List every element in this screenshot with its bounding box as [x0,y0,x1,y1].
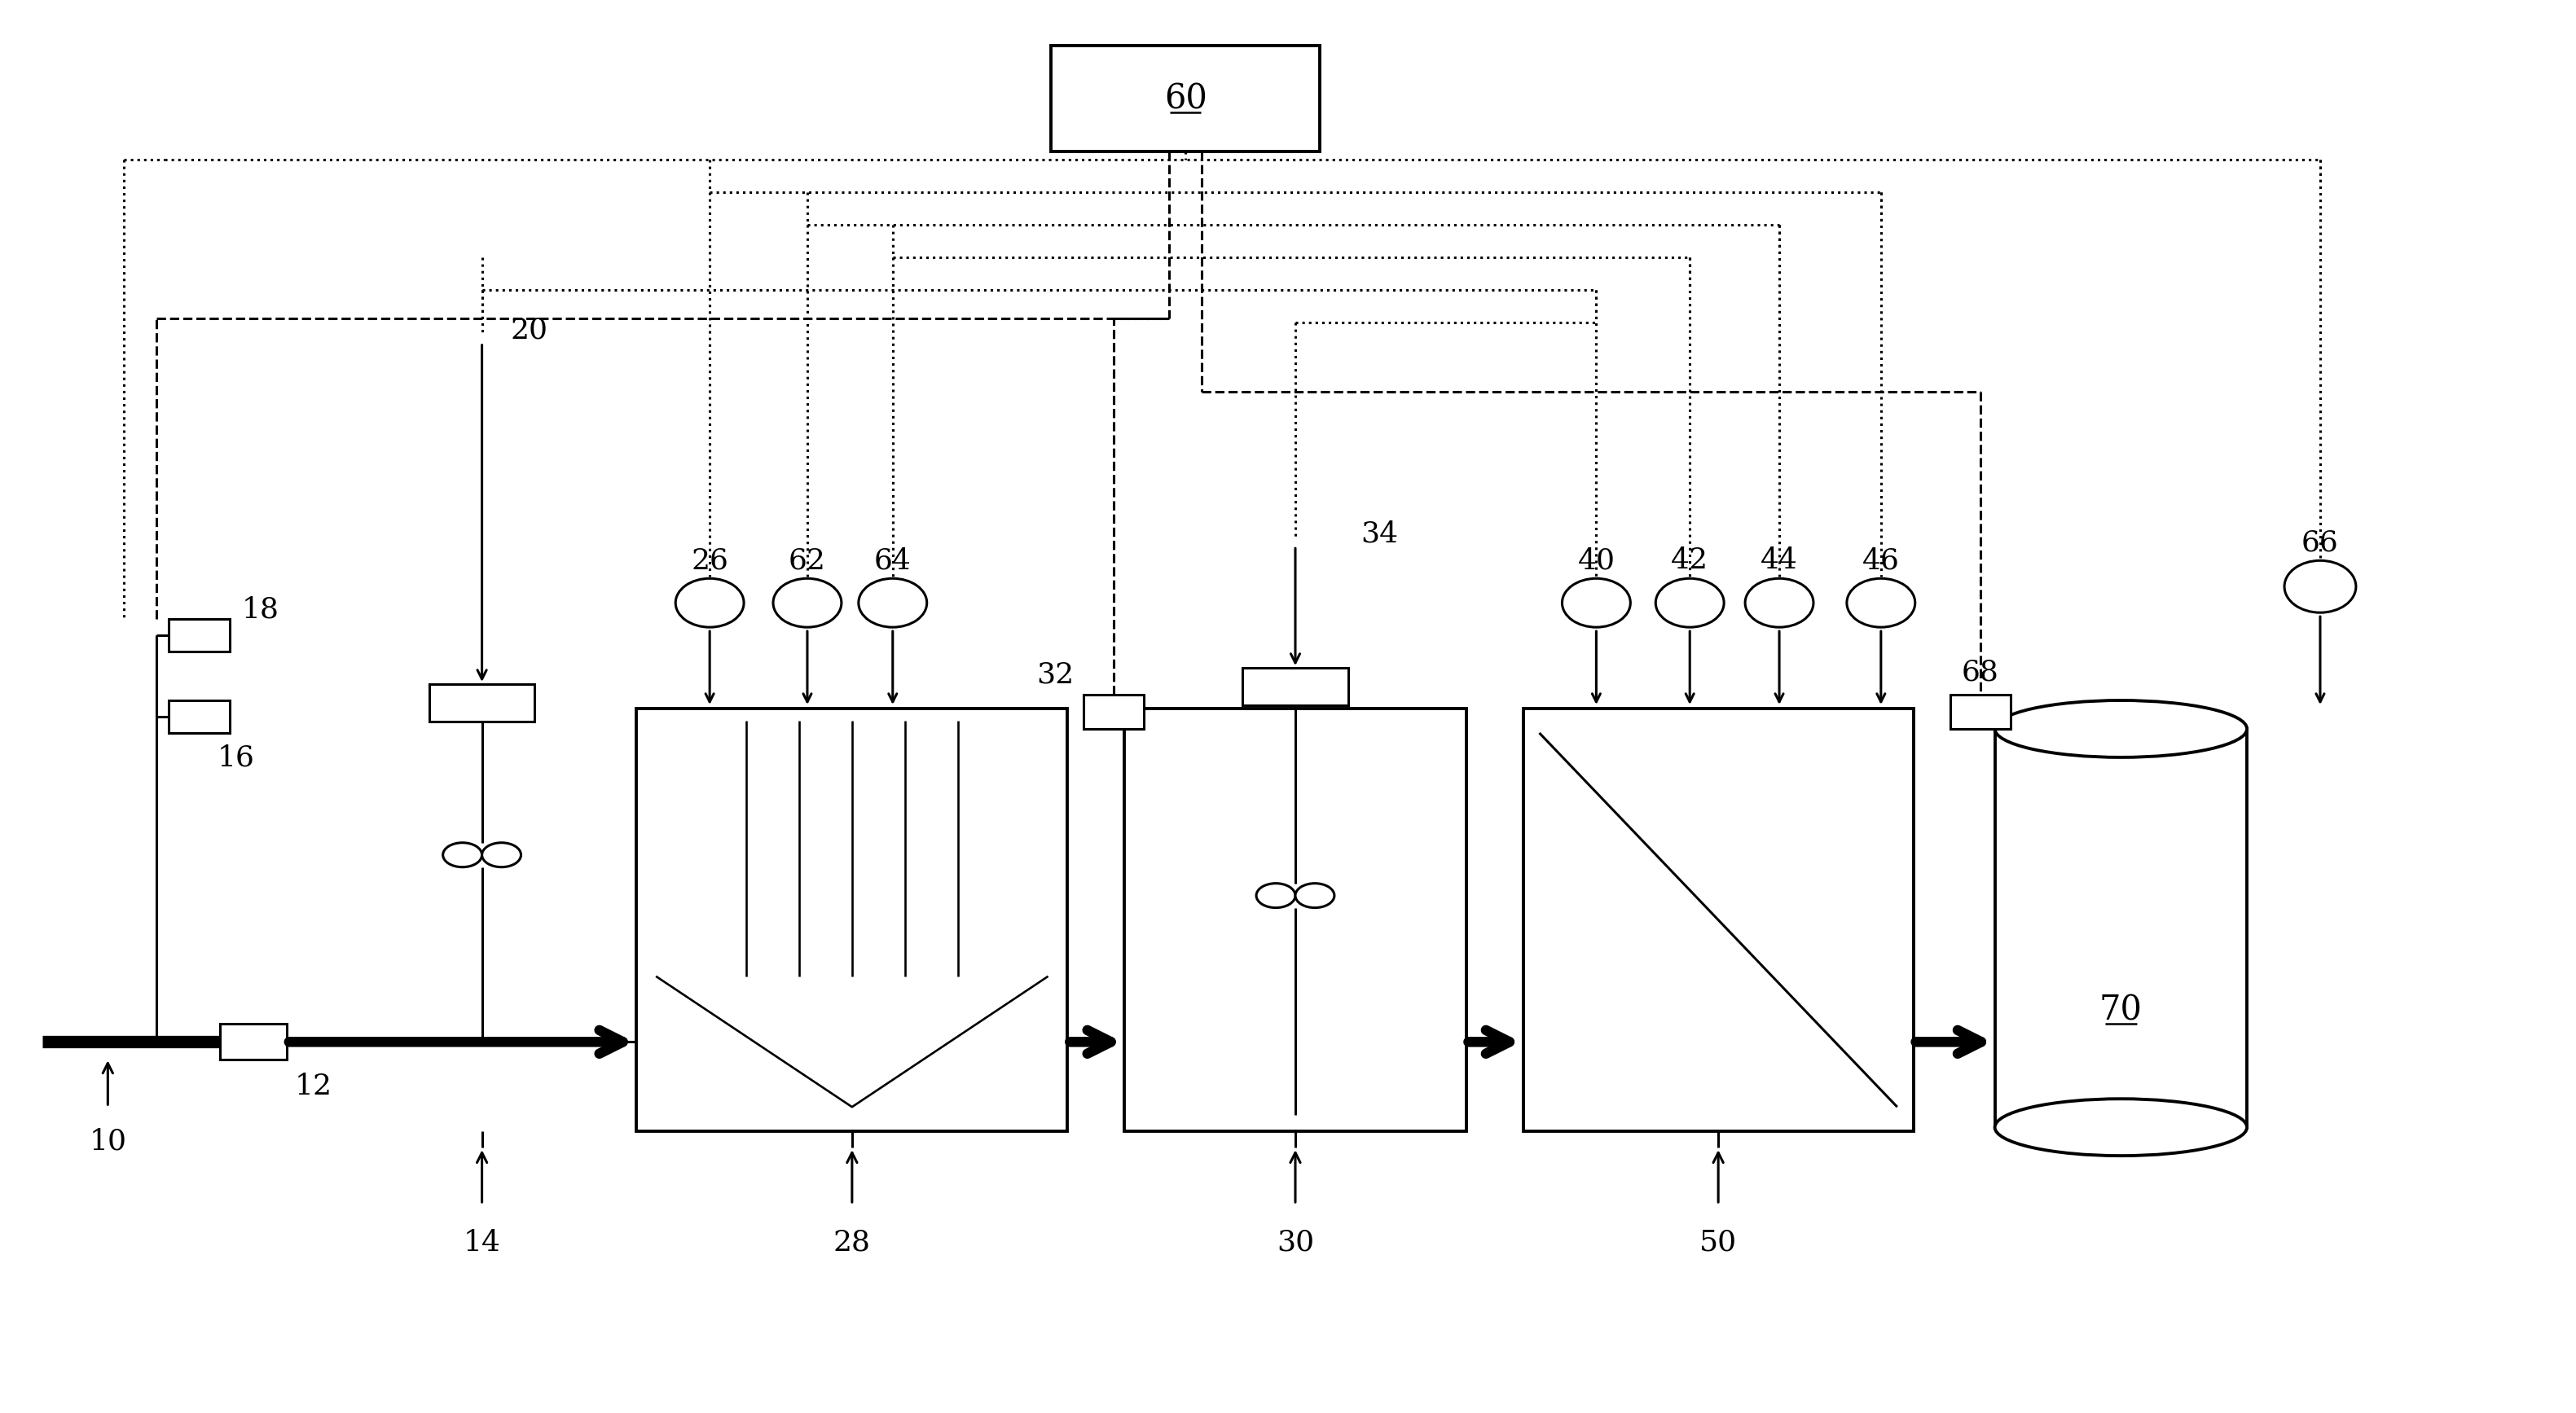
Bar [1950,695,2009,729]
Ellipse shape [443,842,482,868]
Ellipse shape [1994,1099,2246,1156]
Text: 50: 50 [1700,1229,1736,1256]
Text: 30: 30 [1278,1229,1314,1256]
Bar [1126,708,1466,1132]
Text: 40: 40 [1577,547,1615,575]
Text: 64: 64 [873,547,912,575]
Text: 60: 60 [1164,82,1208,116]
Text: 16: 16 [216,745,255,771]
Text: 14: 14 [464,1229,500,1256]
Text: 42: 42 [1672,547,1708,575]
Text: 26: 26 [690,547,729,575]
Ellipse shape [1656,578,1723,627]
Ellipse shape [675,578,744,627]
Text: 66: 66 [2300,528,2339,557]
Text: 44: 44 [1759,547,1798,575]
Bar [170,619,229,651]
Text: 28: 28 [832,1229,871,1256]
Ellipse shape [858,578,927,627]
Text: 32: 32 [1036,660,1074,688]
Text: 20: 20 [510,317,549,345]
Ellipse shape [2285,561,2357,613]
Text: 62: 62 [788,547,827,575]
Bar [1084,695,1144,729]
Bar [219,1024,286,1060]
Ellipse shape [1994,701,2246,757]
Ellipse shape [1296,883,1334,907]
Text: 10: 10 [90,1128,126,1154]
Text: 34: 34 [1360,520,1399,548]
Text: 46: 46 [1862,547,1899,575]
Ellipse shape [1847,578,1914,627]
Bar [1522,708,1914,1132]
Text: 18: 18 [242,595,278,623]
Ellipse shape [482,842,520,868]
Bar [1242,668,1347,705]
Text: 12: 12 [294,1072,332,1101]
Ellipse shape [1561,578,1631,627]
Ellipse shape [1744,578,1814,627]
Bar [430,684,536,722]
Bar [170,701,229,733]
Ellipse shape [773,578,842,627]
Bar [636,708,1066,1132]
Bar [1994,729,2246,1128]
Bar [1051,45,1319,151]
Ellipse shape [1257,883,1296,907]
Text: 70: 70 [2099,993,2143,1027]
Text: 68: 68 [1960,658,1999,685]
